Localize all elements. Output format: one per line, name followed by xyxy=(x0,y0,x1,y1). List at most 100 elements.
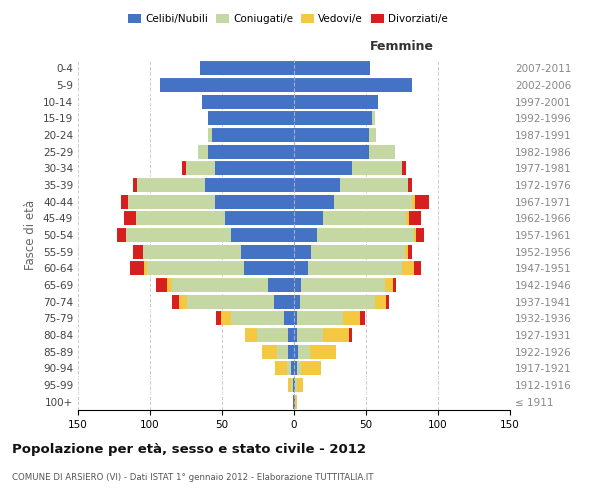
Bar xyxy=(294,294,300,308)
Bar xyxy=(416,228,424,242)
Bar xyxy=(415,194,430,209)
Bar xyxy=(288,344,294,359)
Bar xyxy=(323,211,406,226)
Bar xyxy=(310,344,336,359)
Bar xyxy=(137,178,205,192)
Bar xyxy=(241,244,294,259)
Bar xyxy=(294,211,323,226)
Bar xyxy=(343,311,360,326)
Bar xyxy=(136,211,225,226)
Bar xyxy=(294,144,369,159)
Bar xyxy=(294,328,297,342)
Y-axis label: Fasce di età: Fasce di età xyxy=(25,200,37,270)
Bar xyxy=(352,162,402,175)
Bar xyxy=(349,328,352,342)
Bar xyxy=(208,128,212,142)
Bar xyxy=(294,361,297,376)
Bar xyxy=(147,261,244,276)
Bar xyxy=(212,128,294,142)
Bar xyxy=(215,162,294,175)
Bar xyxy=(372,112,374,126)
Bar xyxy=(405,244,408,259)
Bar xyxy=(244,261,294,276)
Bar xyxy=(294,244,311,259)
Bar xyxy=(121,194,128,209)
Bar xyxy=(216,311,221,326)
Bar xyxy=(230,228,294,242)
Bar xyxy=(301,278,385,292)
Bar xyxy=(293,378,294,392)
Bar xyxy=(294,394,295,409)
Bar xyxy=(408,178,412,192)
Bar xyxy=(369,128,376,142)
Bar xyxy=(294,194,334,209)
Bar xyxy=(297,311,343,326)
Bar xyxy=(197,144,208,159)
Bar xyxy=(268,278,294,292)
Bar xyxy=(275,361,287,376)
Bar xyxy=(323,328,349,342)
Bar xyxy=(413,261,421,276)
Bar xyxy=(205,178,294,192)
Bar xyxy=(291,378,293,392)
Bar xyxy=(208,144,294,159)
Bar xyxy=(133,244,143,259)
Bar xyxy=(172,278,268,292)
Bar xyxy=(200,62,294,76)
Bar xyxy=(385,278,394,292)
Bar xyxy=(412,194,415,209)
Bar xyxy=(340,178,408,192)
Bar xyxy=(409,211,421,226)
Bar xyxy=(374,294,386,308)
Legend: Celibi/Nubili, Coniugati/e, Vedovi/e, Divorziati/e: Celibi/Nubili, Coniugati/e, Vedovi/e, Di… xyxy=(124,10,452,29)
Bar xyxy=(274,294,294,308)
Bar xyxy=(172,294,179,308)
Bar xyxy=(295,394,297,409)
Bar xyxy=(125,228,230,242)
Bar xyxy=(117,228,125,242)
Bar xyxy=(294,378,295,392)
Bar xyxy=(293,394,294,409)
Bar xyxy=(277,344,288,359)
Bar xyxy=(130,261,144,276)
Bar xyxy=(294,78,412,92)
Bar xyxy=(298,344,310,359)
Bar xyxy=(179,294,187,308)
Bar xyxy=(160,78,294,92)
Bar xyxy=(230,311,284,326)
Bar xyxy=(208,112,294,126)
Bar xyxy=(294,94,377,109)
Bar xyxy=(406,211,409,226)
Bar xyxy=(288,378,291,392)
Bar xyxy=(294,344,298,359)
Bar xyxy=(186,162,215,175)
Bar xyxy=(294,112,372,126)
Bar xyxy=(311,244,405,259)
Bar xyxy=(202,94,294,109)
Bar xyxy=(294,278,301,292)
Bar xyxy=(308,261,402,276)
Bar xyxy=(167,278,172,292)
Bar xyxy=(297,378,302,392)
Bar xyxy=(369,144,395,159)
Bar xyxy=(291,361,294,376)
Bar xyxy=(225,211,294,226)
Bar xyxy=(386,294,389,308)
Bar xyxy=(144,261,147,276)
Bar xyxy=(182,162,186,175)
Bar xyxy=(295,378,297,392)
Bar xyxy=(294,261,308,276)
Bar xyxy=(301,361,322,376)
Bar xyxy=(128,194,215,209)
Bar xyxy=(262,344,277,359)
Bar xyxy=(402,261,413,276)
Bar xyxy=(143,244,241,259)
Bar xyxy=(300,294,374,308)
Bar xyxy=(284,311,294,326)
Bar xyxy=(394,278,396,292)
Bar xyxy=(360,311,365,326)
Bar xyxy=(317,228,413,242)
Bar xyxy=(294,178,340,192)
Bar xyxy=(297,361,301,376)
Bar xyxy=(215,194,294,209)
